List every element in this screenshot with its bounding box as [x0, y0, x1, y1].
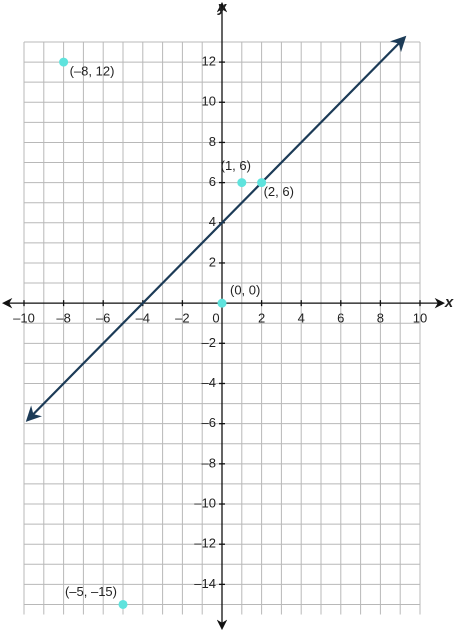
x-tick-label: 0	[212, 311, 219, 326]
x-tick-label: –2	[175, 311, 189, 326]
y-tick-label: –10	[194, 495, 216, 510]
point-label: (0, 0)	[230, 283, 260, 298]
y-tick-label: 6	[209, 174, 216, 189]
y-tick-label: –8	[202, 455, 216, 470]
point	[257, 178, 267, 188]
y-tick-label: –6	[202, 415, 216, 430]
point	[217, 298, 227, 308]
x-tick-label: 10	[413, 311, 427, 326]
x-tick-label: 4	[298, 311, 305, 326]
y-tick-label: –12	[194, 536, 216, 551]
point-label: (–5, –15)	[65, 584, 117, 599]
point	[118, 599, 128, 609]
y-tick-label: 10	[202, 94, 216, 109]
x-tick-label: –8	[56, 311, 70, 326]
y-tick-label: 4	[209, 214, 216, 229]
x-tick-label: –4	[136, 311, 150, 326]
y-tick-label: –14	[194, 576, 216, 591]
x-tick-label: –10	[13, 311, 35, 326]
y-tick-label: 8	[209, 134, 216, 149]
x-tick-label: 6	[337, 311, 344, 326]
point-label: (–8, 12)	[70, 64, 115, 79]
y-axis-label: y	[217, 0, 227, 16]
y-tick-label: 12	[202, 54, 216, 69]
point	[237, 178, 247, 188]
point-label: (2, 6)	[264, 184, 294, 199]
y-tick-label: –2	[202, 335, 216, 350]
y-tick-label: 2	[209, 254, 216, 269]
x-tick-label: –6	[96, 311, 110, 326]
marks: (–8, 12) (1, 6) (2, 6) (0, 0) (–5, –15)	[25, 35, 407, 609]
x-tick-label: 2	[258, 311, 265, 326]
x-tick-label: 8	[377, 311, 384, 326]
line	[25, 35, 407, 422]
point	[59, 57, 69, 67]
point-label: (1, 6)	[221, 158, 251, 173]
x-axis-label: x	[444, 294, 454, 311]
y-tick-label: –4	[202, 375, 216, 390]
